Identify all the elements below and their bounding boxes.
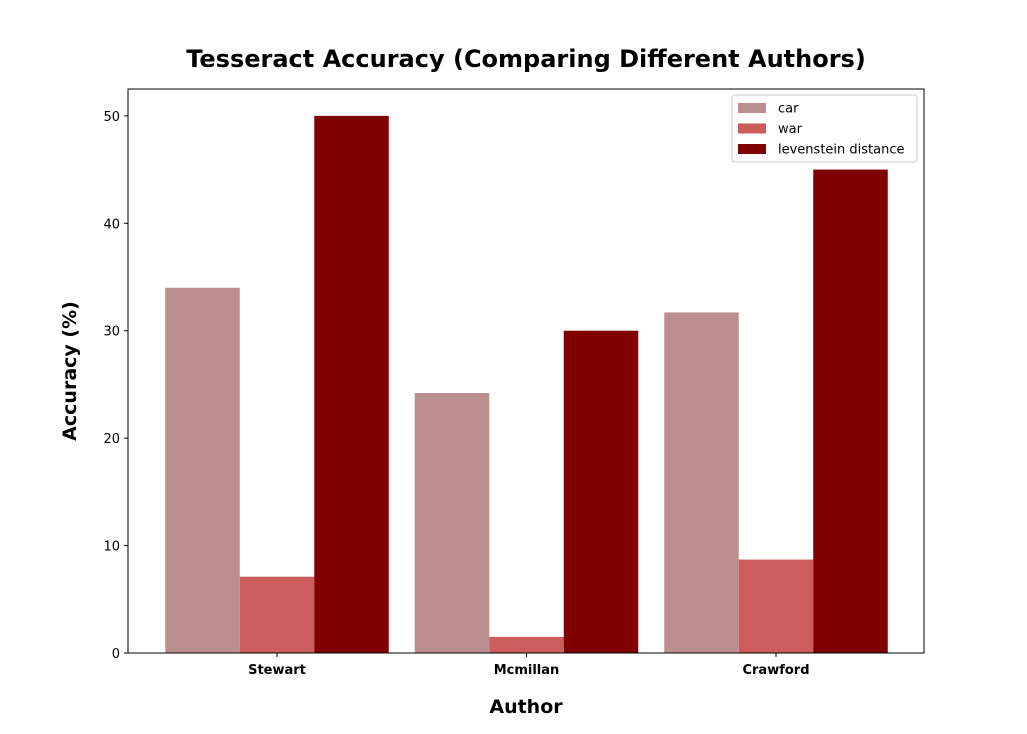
bar-levenstein-distance-crawford (813, 169, 888, 654)
y-tick-label: 0 (112, 647, 120, 662)
x-tick-label: Stewart (248, 663, 306, 678)
bar-levenstein-distance-stewart (314, 115, 389, 654)
legend-label: war (778, 122, 803, 137)
legend-label: levenstein distance (778, 143, 904, 158)
legend-swatch (738, 123, 766, 134)
y-axis: 0 10 20 30 40 50 (103, 110, 128, 662)
legend-swatch (738, 144, 766, 154)
y-tick-label: 50 (103, 110, 120, 125)
bar-levenstein-distance-mcmillan (563, 330, 639, 653)
bar-car-stewart (165, 287, 240, 653)
y-tick-label: 10 (103, 540, 120, 555)
bar-war-mcmillan (489, 636, 564, 653)
x-tick-label: Crawford (742, 663, 809, 678)
y-tick-label: 20 (103, 432, 120, 447)
bars-group (165, 115, 888, 654)
y-tick-label: 30 (103, 325, 120, 340)
bar-war-stewart (239, 576, 315, 653)
x-tick-label: Mcmillan (494, 663, 560, 678)
legend-label: car (778, 102, 799, 117)
y-axis-label: Accuracy (%) (59, 301, 81, 441)
chart-title: Tesseract Accuracy (Comparing Different … (186, 45, 866, 73)
legend-box (731, 94, 918, 163)
y-tick-label: 40 (103, 217, 120, 232)
x-axis: Stewart Mcmillan Crawford (248, 653, 810, 678)
x-axis-label: Author (489, 696, 563, 718)
bar-car-mcmillan (414, 393, 490, 653)
legend-swatch (738, 103, 766, 113)
legend: car war levenstein distance (731, 94, 918, 163)
bar-war-crawford (738, 559, 814, 653)
bar-car-crawford (664, 312, 739, 653)
